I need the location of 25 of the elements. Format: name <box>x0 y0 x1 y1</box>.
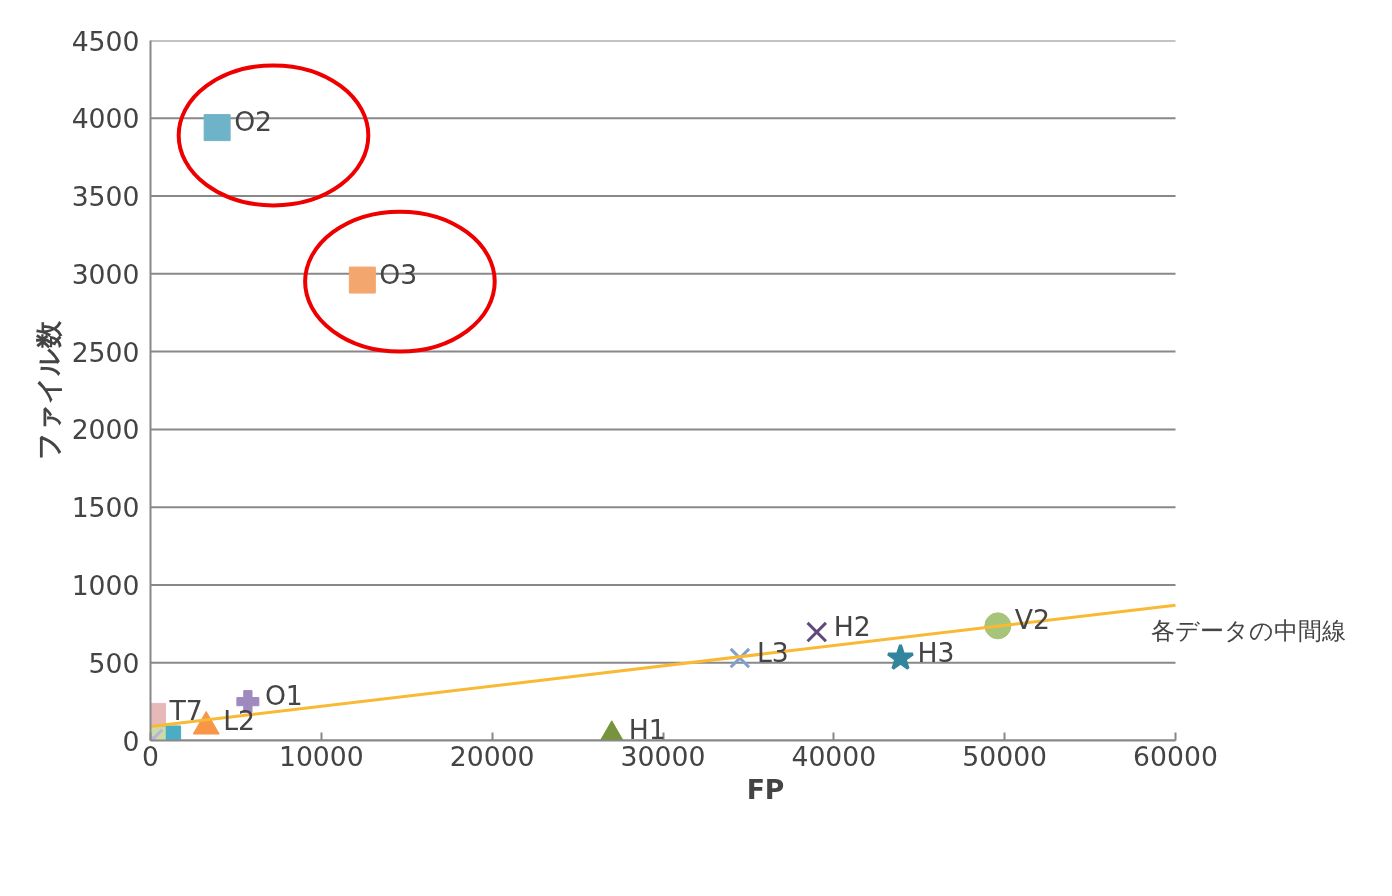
series-label: 各データの中間線 <box>1150 617 1346 646</box>
y-tick-label: 3000 <box>71 258 140 290</box>
x-axis-title: FP <box>746 773 785 805</box>
x-tick-label: 60000 <box>1133 740 1218 772</box>
y-axis-title: ファイル数 <box>32 320 64 460</box>
y-tick-label: 4000 <box>71 103 140 135</box>
x-tick-label: 40000 <box>791 740 877 772</box>
y-tick-label: 1000 <box>71 569 140 601</box>
series-label: H2 <box>833 610 871 642</box>
x-tick-label: 10000 <box>278 740 364 772</box>
point <box>886 643 915 671</box>
y-tick-label: 1500 <box>71 492 140 524</box>
x-tick-label: 50000 <box>962 740 1048 772</box>
y-tick-label: 4500 <box>71 25 140 57</box>
y-tick-label: 3500 <box>71 181 140 213</box>
series-label: T7 <box>168 694 203 726</box>
point <box>203 114 231 142</box>
series-label: H3 <box>917 636 955 668</box>
point <box>806 621 828 643</box>
y-tick-label: 2500 <box>71 336 140 368</box>
y-tick-label: 2000 <box>71 414 140 446</box>
x-tick-label: 20000 <box>449 740 535 772</box>
point <box>348 266 376 294</box>
y-tick-label: 500 <box>88 647 140 679</box>
series-label: O1 <box>264 680 303 712</box>
